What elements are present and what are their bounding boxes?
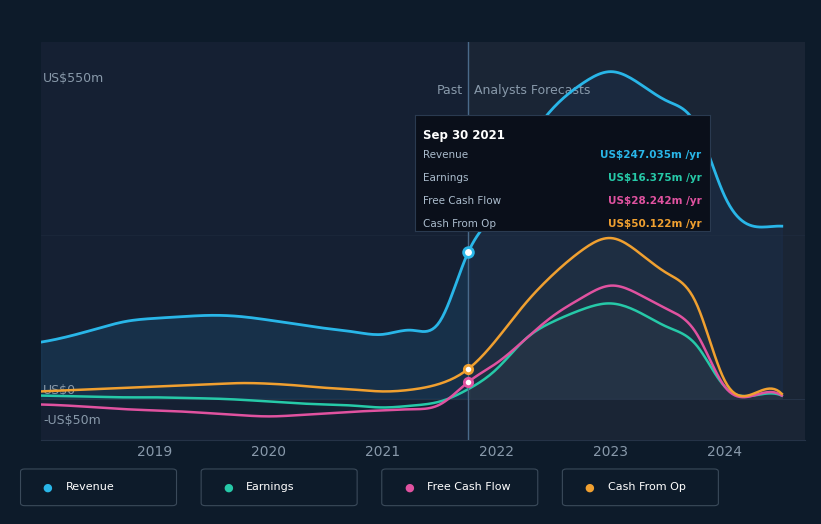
Text: US$550m: US$550m bbox=[44, 72, 104, 85]
Text: US$247.035m /yr: US$247.035m /yr bbox=[600, 150, 701, 160]
Text: Cash From Op: Cash From Op bbox=[424, 219, 497, 229]
Text: US$50.122m /yr: US$50.122m /yr bbox=[608, 219, 701, 229]
Bar bbox=[41, 42, 469, 440]
Text: ●: ● bbox=[223, 482, 233, 493]
Text: US$0: US$0 bbox=[44, 385, 76, 397]
Text: Sep 30 2021: Sep 30 2021 bbox=[424, 129, 506, 142]
Text: ●: ● bbox=[43, 482, 53, 493]
Text: ●: ● bbox=[585, 482, 594, 493]
Text: Analysts Forecasts: Analysts Forecasts bbox=[474, 83, 590, 96]
Text: ●: ● bbox=[404, 482, 414, 493]
Text: Revenue: Revenue bbox=[424, 150, 469, 160]
Text: Free Cash Flow: Free Cash Flow bbox=[424, 196, 502, 206]
Text: Free Cash Flow: Free Cash Flow bbox=[427, 482, 511, 493]
Text: Past: Past bbox=[437, 83, 463, 96]
Text: US$28.242m /yr: US$28.242m /yr bbox=[608, 196, 701, 206]
Text: Cash From Op: Cash From Op bbox=[608, 482, 686, 493]
Text: Earnings: Earnings bbox=[246, 482, 295, 493]
Text: Earnings: Earnings bbox=[424, 173, 469, 183]
Bar bbox=[469, 42, 805, 440]
Text: US$16.375m /yr: US$16.375m /yr bbox=[608, 173, 701, 183]
Text: -US$50m: -US$50m bbox=[44, 414, 101, 427]
Text: Revenue: Revenue bbox=[66, 482, 114, 493]
